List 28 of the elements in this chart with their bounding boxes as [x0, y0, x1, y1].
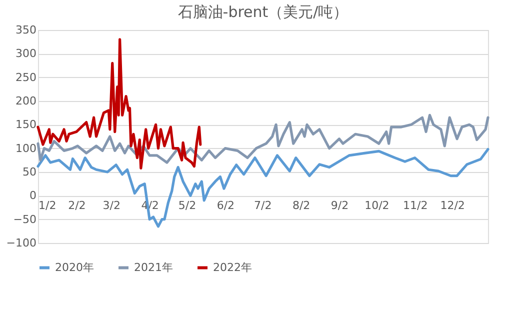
- line-series: [36, 38, 202, 170]
- chart-title: 石脑油-brent（美元/吨）: [178, 3, 348, 21]
- y-tick-label: 200: [16, 94, 36, 108]
- x-tick-label: 3/2: [102, 199, 120, 212]
- y-tick-label: 50: [22, 166, 36, 178]
- x-tick-label: 7/2: [254, 199, 272, 212]
- x-tick-label: 2/2: [68, 199, 86, 212]
- y-tick-label: −100: [6, 236, 36, 250]
- x-tick-label: 9/2: [330, 199, 349, 212]
- y-tick-label: 350: [16, 24, 36, 36]
- y-tick-label: 100: [16, 142, 36, 155]
- y-tick-label: 250: [16, 70, 36, 84]
- x-tick-label: 8/2: [292, 199, 310, 212]
- y-tick-label: 300: [16, 47, 36, 60]
- y-tick-label: 150: [16, 118, 36, 132]
- x-tick-label: 5/2: [178, 199, 196, 212]
- legend-label: 2021年: [134, 260, 173, 274]
- legend-label: 2022年: [213, 260, 252, 274]
- line-series: [36, 114, 490, 164]
- x-tick-label: 6/2: [216, 199, 235, 212]
- y-tick-label: 0: [30, 189, 36, 202]
- x-tick-label: 12/2: [440, 199, 465, 212]
- line-series: [36, 148, 490, 228]
- y-tick-label: −50: [13, 212, 36, 226]
- x-tick-label: 1/2: [38, 199, 56, 212]
- legend-label: 2020年: [55, 260, 94, 274]
- x-tick-label: 10/2: [364, 199, 390, 212]
- x-tick-label: 11/2: [403, 199, 428, 212]
